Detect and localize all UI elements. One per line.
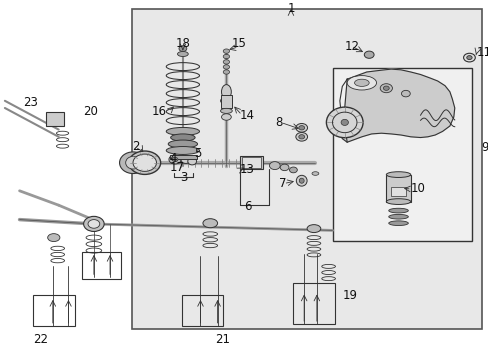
Ellipse shape [295,132,307,141]
Text: 8: 8 [275,116,283,129]
Text: 17: 17 [169,161,184,174]
Ellipse shape [119,152,146,174]
Ellipse shape [380,84,391,93]
Text: 11: 11 [476,46,488,59]
Ellipse shape [221,85,231,99]
Ellipse shape [386,172,410,177]
Bar [132,9,481,329]
Ellipse shape [296,175,306,186]
Ellipse shape [133,154,156,171]
Polygon shape [339,69,454,142]
Ellipse shape [220,97,232,104]
Ellipse shape [220,108,232,113]
Ellipse shape [187,158,196,165]
Ellipse shape [463,53,474,62]
Text: 21: 21 [215,333,229,346]
Text: 19: 19 [342,289,357,302]
Ellipse shape [48,234,60,242]
Ellipse shape [172,157,178,162]
Ellipse shape [177,51,188,57]
Ellipse shape [340,119,347,126]
Ellipse shape [298,126,304,130]
Ellipse shape [346,76,376,90]
Text: 14: 14 [239,109,254,122]
Text: 7: 7 [278,177,286,190]
Ellipse shape [129,151,160,174]
Ellipse shape [354,79,368,86]
Ellipse shape [170,134,195,141]
Ellipse shape [311,172,318,175]
Text: 9: 9 [481,141,488,154]
Text: 16: 16 [151,105,166,118]
Ellipse shape [83,216,104,231]
Ellipse shape [181,156,190,163]
Ellipse shape [203,219,217,228]
Ellipse shape [166,147,199,154]
Text: 18: 18 [175,37,190,50]
Text: 2: 2 [132,140,140,153]
Text: 13: 13 [239,163,254,176]
Ellipse shape [388,221,407,225]
Text: 3: 3 [179,171,187,184]
Bar [220,95,232,108]
Ellipse shape [299,178,304,183]
Text: 23: 23 [23,96,38,109]
Ellipse shape [223,49,229,53]
Ellipse shape [223,60,229,64]
Bar [241,157,261,168]
Ellipse shape [280,164,288,171]
Ellipse shape [289,167,297,173]
Bar [239,156,263,169]
Ellipse shape [169,155,181,164]
Ellipse shape [179,46,186,51]
Ellipse shape [306,225,320,233]
Text: 6: 6 [244,201,251,213]
Text: 10: 10 [410,183,425,195]
Bar [82,252,121,279]
Ellipse shape [168,140,197,148]
Bar [293,283,334,324]
Ellipse shape [223,65,229,69]
Ellipse shape [386,199,410,204]
Bar [390,187,405,196]
Text: 22: 22 [33,333,48,346]
Ellipse shape [88,220,100,228]
Ellipse shape [383,86,388,90]
Ellipse shape [223,70,229,74]
Bar [386,175,410,202]
Bar [46,112,63,126]
Ellipse shape [326,107,362,138]
Text: 12: 12 [344,40,359,53]
Ellipse shape [401,90,409,97]
Bar [182,295,223,326]
Bar [169,155,196,159]
Text: 15: 15 [231,37,245,50]
Ellipse shape [221,114,231,120]
Ellipse shape [223,54,229,59]
Ellipse shape [388,214,407,219]
Ellipse shape [364,51,373,58]
Text: 20: 20 [83,105,98,118]
Text: 5: 5 [194,147,202,160]
Ellipse shape [388,208,407,213]
Bar [33,295,75,326]
Ellipse shape [298,135,304,139]
Bar [332,68,471,241]
Text: 1: 1 [286,3,294,15]
Ellipse shape [166,127,199,135]
Ellipse shape [125,156,140,169]
Ellipse shape [466,55,471,60]
Ellipse shape [295,123,307,132]
Text: 4: 4 [169,152,177,165]
Ellipse shape [269,162,280,170]
